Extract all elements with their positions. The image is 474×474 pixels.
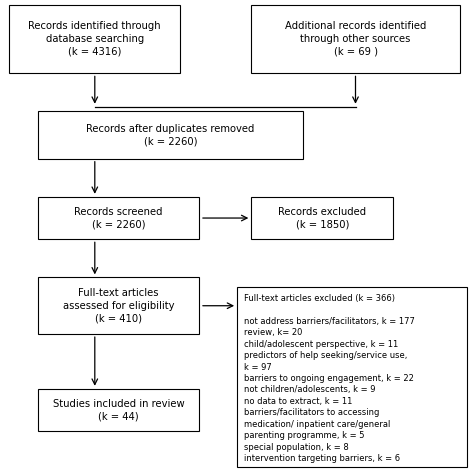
FancyBboxPatch shape: [38, 277, 199, 334]
FancyBboxPatch shape: [251, 5, 460, 73]
Text: Full-text articles
assessed for eligibility
(k = 410): Full-text articles assessed for eligibil…: [63, 288, 174, 324]
Text: Additional records identified
through other sources
(k = 69 ): Additional records identified through ot…: [285, 21, 426, 57]
Text: Records screened
(k = 2260): Records screened (k = 2260): [74, 207, 163, 229]
FancyBboxPatch shape: [251, 197, 393, 239]
FancyBboxPatch shape: [38, 111, 303, 159]
Text: Full-text articles excluded (k = 366)

not address barriers/facilitators, k = 17: Full-text articles excluded (k = 366) no…: [244, 294, 414, 463]
Text: Studies included in review
(k = 44): Studies included in review (k = 44): [53, 399, 184, 421]
FancyBboxPatch shape: [38, 389, 199, 431]
FancyBboxPatch shape: [237, 287, 467, 467]
FancyBboxPatch shape: [38, 197, 199, 239]
Text: Records excluded
(k = 1850): Records excluded (k = 1850): [278, 207, 366, 229]
FancyBboxPatch shape: [9, 5, 180, 73]
Text: Records identified through
database searching
(k = 4316): Records identified through database sear…: [28, 21, 161, 57]
Text: Records after duplicates removed
(k = 2260): Records after duplicates removed (k = 22…: [86, 124, 255, 146]
